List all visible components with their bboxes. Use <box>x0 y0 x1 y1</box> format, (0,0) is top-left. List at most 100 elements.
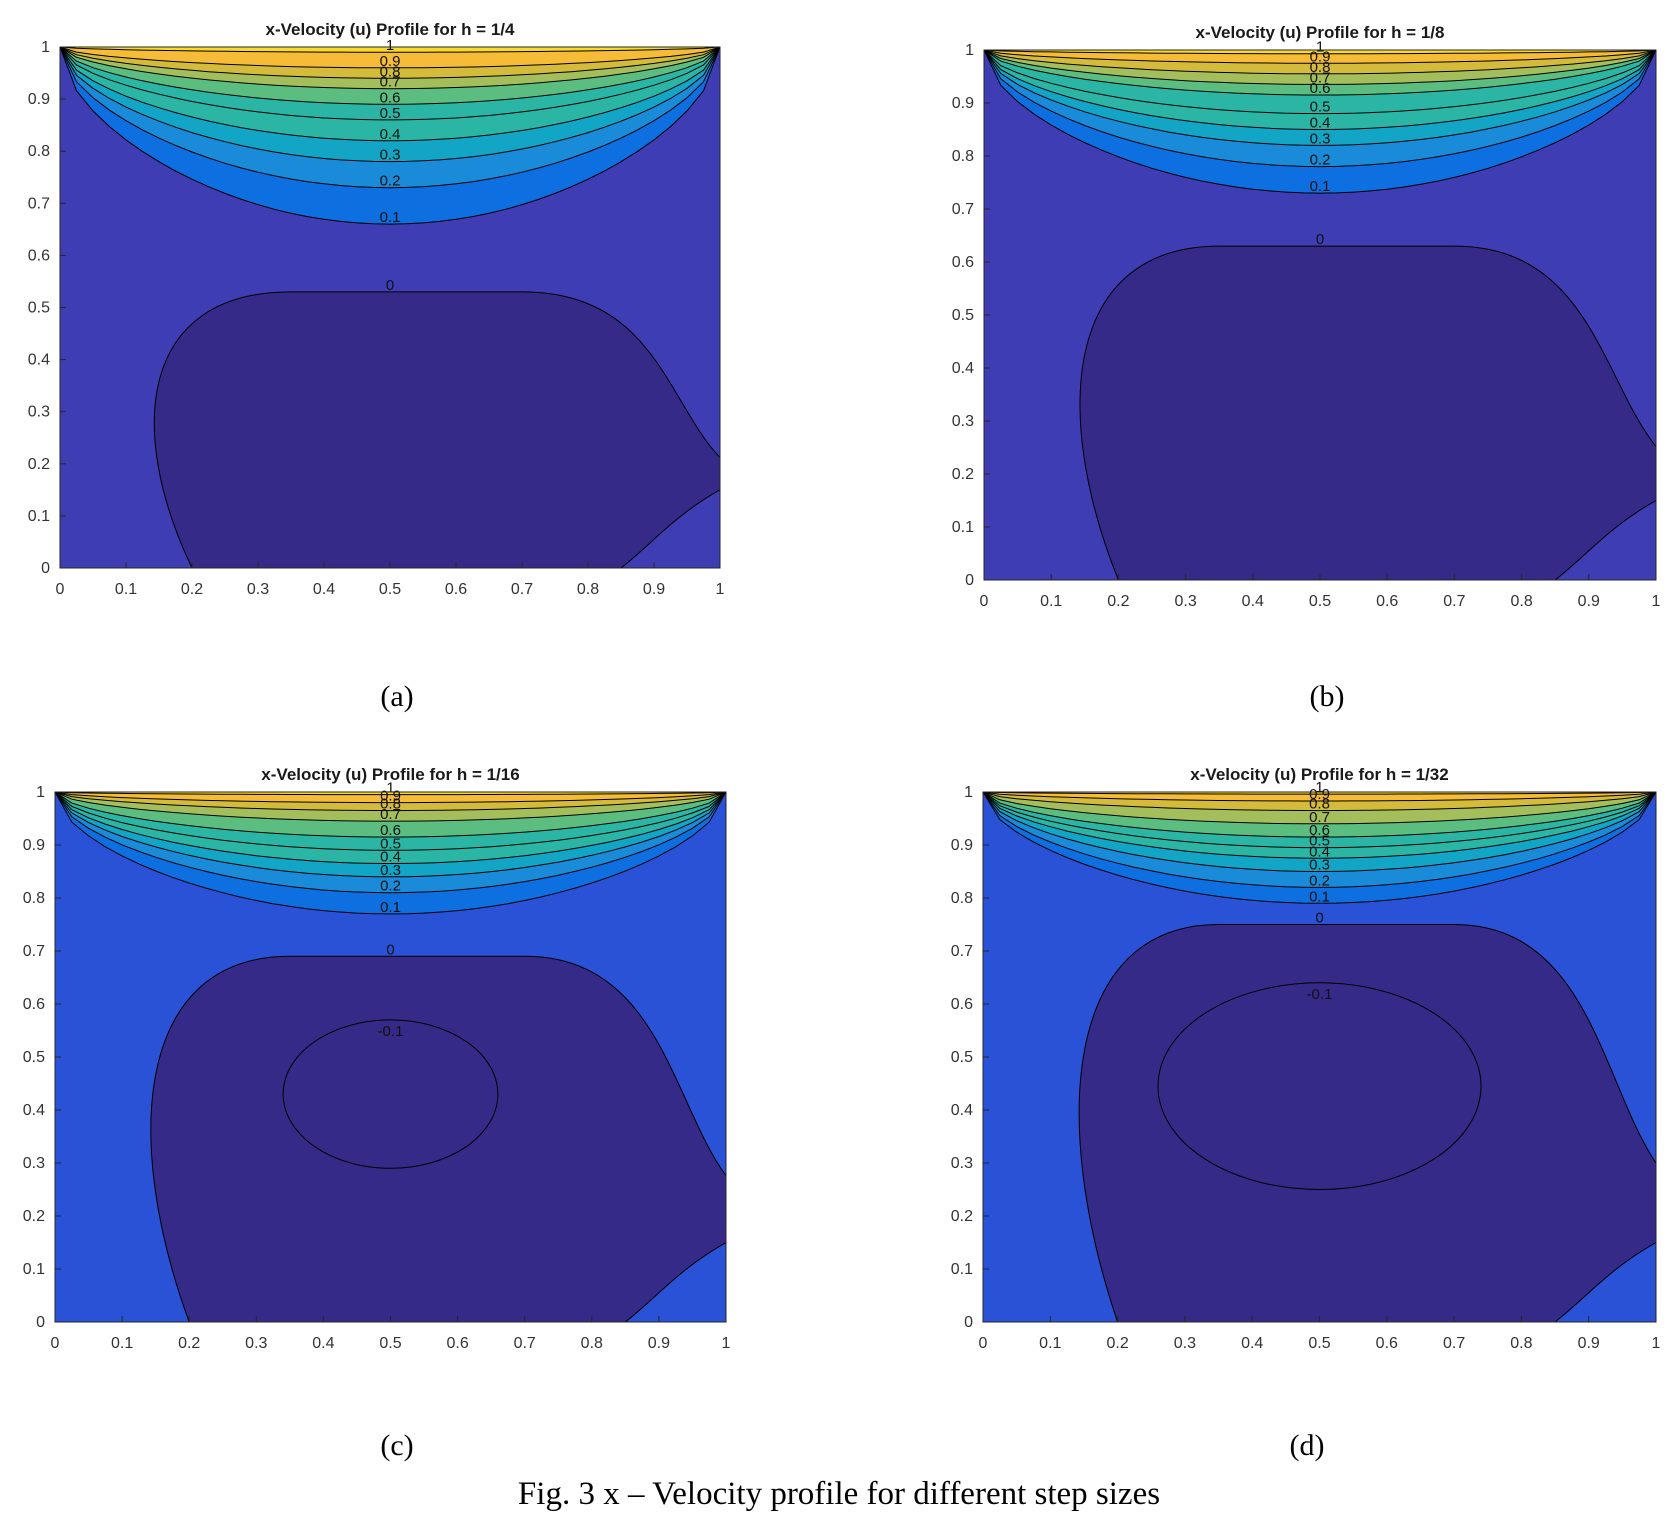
contour-label: 0.9 <box>1309 786 1330 803</box>
y-tick-label: 1 <box>964 784 973 801</box>
contour-panel-4: -0.100.10.20.30.40.50.60.70.80.910 0.1 0.2… <box>951 765 1661 1462</box>
contour-label: 0.6 <box>380 822 401 839</box>
contour-label: 0.6 <box>1310 80 1331 97</box>
y-tick-label: 0.6 <box>23 996 45 1013</box>
y-tick-label: 0.7 <box>28 195 50 212</box>
panel-label: (b) <box>1310 680 1345 713</box>
y-tick-label: 0.1 <box>28 508 50 525</box>
y-tick-label: 0.8 <box>23 890 45 907</box>
y-tick-label: 0.1 <box>951 1261 973 1278</box>
contour-label: 0.4 <box>380 126 401 143</box>
contour-label: 0.7 <box>380 74 401 91</box>
contour-label: 0.6 <box>1309 822 1330 839</box>
contour-label: 0.8 <box>1310 59 1331 76</box>
y-tick-label: 0.2 <box>23 1208 45 1225</box>
plot-title: x-Velocity (u) Profile for h = 1/32 <box>1190 765 1448 784</box>
x-tick-label: 0.2 <box>178 1335 200 1352</box>
y-tick-label: 0.4 <box>952 360 974 377</box>
contour-label: 0.3 <box>380 147 401 164</box>
contour-level-1 <box>983 792 1656 795</box>
x-tick-label: 0.4 <box>1241 1335 1263 1352</box>
x-tick-label: 1 <box>1652 593 1661 610</box>
y-tick-label: 0.8 <box>28 143 50 160</box>
y-tick-label: 0.5 <box>23 1049 45 1066</box>
contour-label: 0.2 <box>1309 872 1330 889</box>
x-tick-label: 0.2 <box>1106 1335 1128 1352</box>
y-tick-label: 0.7 <box>951 943 973 960</box>
x-tick-label: 0.7 <box>1443 593 1465 610</box>
contour-level-1 <box>55 792 726 796</box>
plot-title: x-Velocity (u) Profile for h = 1/4 <box>266 20 515 39</box>
contour-label: 0.2 <box>1310 152 1331 169</box>
contour-label: 0.7 <box>1310 69 1331 86</box>
y-tick-label: 0.6 <box>952 254 974 271</box>
x-tick-label: 0.5 <box>379 1335 401 1352</box>
contour-level-1 <box>60 47 720 53</box>
contour-label: -0.1 <box>1307 986 1333 1003</box>
y-tick-label: 0.3 <box>28 404 50 421</box>
y-tick-label: 0 <box>964 1314 973 1331</box>
contour-label: 1 <box>386 37 394 54</box>
x-tick-label: 0.6 <box>445 581 467 598</box>
contour-label: 0.8 <box>380 63 401 80</box>
y-tick-label: 0.6 <box>28 247 50 264</box>
y-tick-label: 0.2 <box>28 456 50 473</box>
x-tick-label: 0.4 <box>312 1335 334 1352</box>
contour-label: -0.1 <box>378 1023 404 1040</box>
y-tick-label: 0.8 <box>952 148 974 165</box>
y-tick-label: 0.2 <box>952 466 974 483</box>
x-tick-label: 0.1 <box>1039 1335 1061 1352</box>
x-tick-label: 1 <box>1652 1335 1661 1352</box>
y-tick-label: 0.9 <box>28 91 50 108</box>
x-tick-label: 0.7 <box>1443 1335 1465 1352</box>
x-tick-label: 0.7 <box>514 1335 536 1352</box>
x-tick-label: 0.3 <box>247 581 269 598</box>
contour-label: 0.7 <box>380 806 401 823</box>
contour-label: 0.3 <box>380 862 401 879</box>
x-tick-label: 0.6 <box>1376 1335 1398 1352</box>
y-tick-label: 0.2 <box>951 1208 973 1225</box>
figure-caption: Fig. 3 x – Velocity profile for differen… <box>518 1476 1160 1512</box>
contour-level-0 <box>153 291 720 568</box>
y-tick-label: 0 <box>36 1314 45 1331</box>
contour-label: 0.3 <box>1309 857 1330 874</box>
y-tick-label: 0.4 <box>28 352 50 369</box>
x-tick-label: 0.2 <box>181 581 203 598</box>
y-tick-label: 0.7 <box>23 943 45 960</box>
y-tick-label: 0.5 <box>952 307 974 324</box>
contour-label: 0 <box>386 941 394 958</box>
x-tick-label: 0.3 <box>1174 593 1196 610</box>
contour-label: 0.7 <box>1309 809 1330 826</box>
contour-label: 1 <box>1315 779 1323 796</box>
x-tick-label: 0.1 <box>111 1335 133 1352</box>
contour-label: 0.1 <box>380 209 401 226</box>
contour-label: 0 <box>1315 910 1323 927</box>
x-tick-label: 0.9 <box>648 1335 670 1352</box>
x-tick-label: 0.8 <box>1510 593 1532 610</box>
contour-level-0-9 <box>60 47 720 69</box>
x-tick-label: 0.5 <box>379 581 401 598</box>
contour-label: 0.4 <box>380 849 401 866</box>
x-tick-label: 0 <box>979 1335 988 1352</box>
y-tick-label: 0.6 <box>951 996 973 1013</box>
contour-label: 0.3 <box>1310 130 1331 147</box>
contour-panel-2: 00.10.20.30.40.50.60.70.80.910 0.1 0.2 0.3 0… <box>952 23 1661 713</box>
contour-label: 0.8 <box>1309 796 1330 813</box>
contour-label: 0.1 <box>380 899 401 916</box>
contour-label: 0.9 <box>380 53 401 70</box>
x-tick-label: 0 <box>56 581 65 598</box>
contour-panel-1: 00.10.20.30.40.50.60.70.80.910 0.1 0.2 0.3 0… <box>28 20 725 713</box>
contour-label: 1 <box>386 780 394 797</box>
y-tick-label: 0.4 <box>951 1102 973 1119</box>
contour-panel-3: -0.100.10.20.30.40.50.60.70.80.910 0.1 0.2… <box>23 765 731 1462</box>
x-tick-label: 0.6 <box>446 1335 468 1352</box>
x-tick-label: 0.1 <box>1040 593 1062 610</box>
contour-label: 0 <box>1316 231 1324 248</box>
y-tick-label: 0 <box>41 560 50 577</box>
y-tick-label: 0.9 <box>951 837 973 854</box>
contour-level-minus-0-1 <box>282 1019 499 1169</box>
y-tick-label: 1 <box>41 39 50 56</box>
contour-label: 1 <box>1316 39 1324 56</box>
contour-label: 0.4 <box>1310 115 1331 132</box>
contour-label: 0.2 <box>380 173 401 190</box>
